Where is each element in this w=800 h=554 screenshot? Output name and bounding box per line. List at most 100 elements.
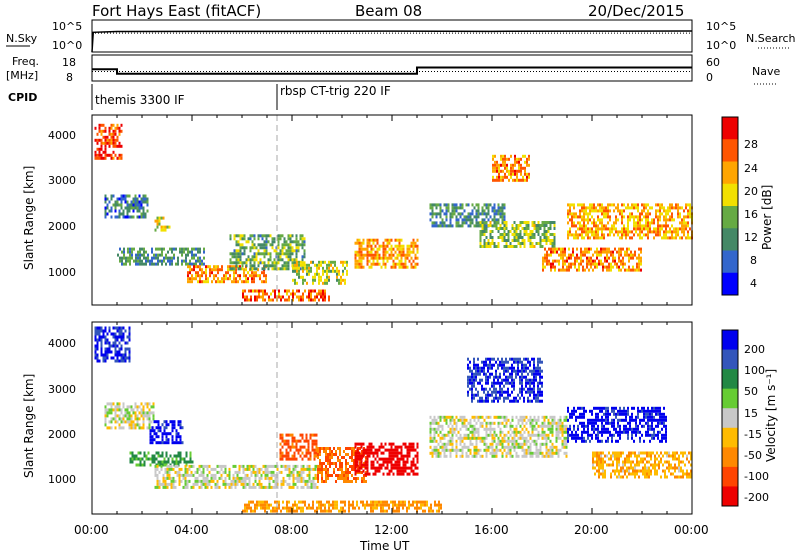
heatmap-cell bbox=[152, 414, 155, 418]
nave-right-tick-top: 60 bbox=[706, 56, 720, 69]
heatmap-cell bbox=[282, 476, 285, 480]
heatmap-cell bbox=[257, 264, 260, 268]
heatmap-cell bbox=[185, 262, 187, 266]
heatmap-cell bbox=[485, 442, 488, 446]
heatmap-cell bbox=[104, 197, 107, 201]
heatmap-cell bbox=[110, 141, 113, 145]
heatmap-cell bbox=[529, 421, 532, 425]
heatmap-cell bbox=[675, 206, 677, 210]
heatmap-cell bbox=[275, 252, 278, 256]
heatmap-cell bbox=[551, 221, 554, 224]
heatmap-cell bbox=[489, 433, 492, 437]
heatmap-cell bbox=[445, 215, 448, 219]
heatmap-cell bbox=[177, 262, 179, 266]
heatmap-cell bbox=[436, 509, 438, 513]
heatmap-cell bbox=[280, 509, 282, 513]
heatmap-cell bbox=[561, 439, 564, 443]
heatmap-cell bbox=[356, 448, 359, 452]
heatmap-cell bbox=[541, 451, 544, 455]
heatmap-cell bbox=[390, 244, 393, 248]
heatmap-cell bbox=[473, 454, 476, 458]
heatmap-cell bbox=[412, 463, 415, 467]
heatmap-cell bbox=[329, 462, 331, 465]
heatmap-cell bbox=[384, 442, 387, 446]
heatmap-cell bbox=[608, 262, 610, 266]
heatmap-cell bbox=[689, 206, 691, 210]
heatmap-cell bbox=[398, 238, 401, 242]
heatmap-cell bbox=[406, 509, 408, 513]
heatmap-cell bbox=[469, 387, 471, 391]
heatmap-cell bbox=[153, 420, 156, 424]
heatmap-cell bbox=[647, 221, 649, 225]
heatmap-cell bbox=[174, 485, 177, 489]
heatmap-cell bbox=[120, 347, 123, 351]
heatmap-cell bbox=[495, 245, 498, 248]
heatmap-cell bbox=[351, 450, 353, 453]
heatmap-cell bbox=[283, 246, 286, 250]
heatmap-cell bbox=[495, 221, 498, 224]
heatmap-cell bbox=[441, 427, 444, 431]
heatmap-cell bbox=[557, 424, 560, 428]
heatmap-cell bbox=[253, 237, 256, 241]
heatmap-cell bbox=[400, 259, 403, 263]
heatmap-cell bbox=[402, 472, 405, 476]
heatmap-cell bbox=[412, 265, 415, 269]
heatmap-cell bbox=[511, 224, 514, 227]
heatmap-cell bbox=[445, 212, 448, 216]
heatmap-cell bbox=[221, 265, 223, 269]
heatmap-cell bbox=[124, 197, 127, 201]
heatmap-cell bbox=[433, 415, 436, 419]
heatmap-cell bbox=[273, 264, 276, 268]
heatmap-cell bbox=[526, 175, 528, 179]
heatmap-cell bbox=[304, 266, 306, 270]
heatmap-cell bbox=[264, 298, 266, 302]
heatmap-cell bbox=[152, 405, 155, 409]
heatmap-cell bbox=[457, 448, 460, 452]
heatmap-cell bbox=[186, 467, 189, 471]
heatmap-cell bbox=[318, 278, 320, 282]
heatmap-cell bbox=[392, 262, 395, 266]
heatmap-cell bbox=[495, 393, 497, 397]
heatmap-cell bbox=[398, 253, 401, 257]
heatmap-cell bbox=[272, 485, 275, 489]
heatmap-cell bbox=[453, 448, 456, 452]
heatmap-cell bbox=[531, 454, 534, 458]
heatmap-cell bbox=[539, 442, 542, 446]
heatmap-cell bbox=[307, 439, 310, 443]
heatmap-cell bbox=[243, 237, 246, 241]
heatmap-cell bbox=[520, 169, 522, 173]
heatmap-cell bbox=[549, 233, 552, 236]
heatmap-cell bbox=[677, 203, 679, 207]
heatmap-cell bbox=[346, 272, 348, 276]
heatmap-cell bbox=[509, 421, 512, 425]
heatmap-cell bbox=[681, 236, 683, 240]
heatmap-cell bbox=[543, 224, 546, 227]
heatmap-cell bbox=[348, 509, 350, 513]
heatmap-cell bbox=[479, 212, 482, 216]
heatmap-cell bbox=[513, 433, 516, 437]
heatmap-cell bbox=[302, 467, 305, 471]
heatmap-cell bbox=[655, 233, 657, 237]
heatmap-cell bbox=[163, 256, 165, 260]
heatmap-cell bbox=[575, 233, 577, 237]
heatmap-cell bbox=[563, 418, 566, 422]
heatmap-cell bbox=[98, 147, 101, 151]
heatmap-cell bbox=[316, 506, 318, 510]
heatmap-cell bbox=[505, 245, 508, 248]
heatmap-cell bbox=[563, 430, 566, 434]
heatmap-cell bbox=[361, 480, 363, 483]
heatmap-cell bbox=[106, 141, 109, 145]
heatmap-cell bbox=[120, 203, 123, 207]
heatmap-cell bbox=[557, 430, 560, 434]
heatmap-cell bbox=[184, 476, 187, 480]
heatmap-cell bbox=[439, 215, 442, 219]
heatmap-cell bbox=[110, 420, 113, 424]
heatmap-cell bbox=[523, 233, 526, 236]
heatmap-cell bbox=[289, 237, 292, 241]
heatmap-cell bbox=[259, 243, 262, 247]
heatmap-cell bbox=[306, 266, 308, 270]
heatmap-cell bbox=[324, 269, 326, 273]
heatmap-cell bbox=[429, 415, 432, 419]
heatmap-cell bbox=[507, 245, 510, 248]
heatmap-cell bbox=[167, 460, 170, 464]
